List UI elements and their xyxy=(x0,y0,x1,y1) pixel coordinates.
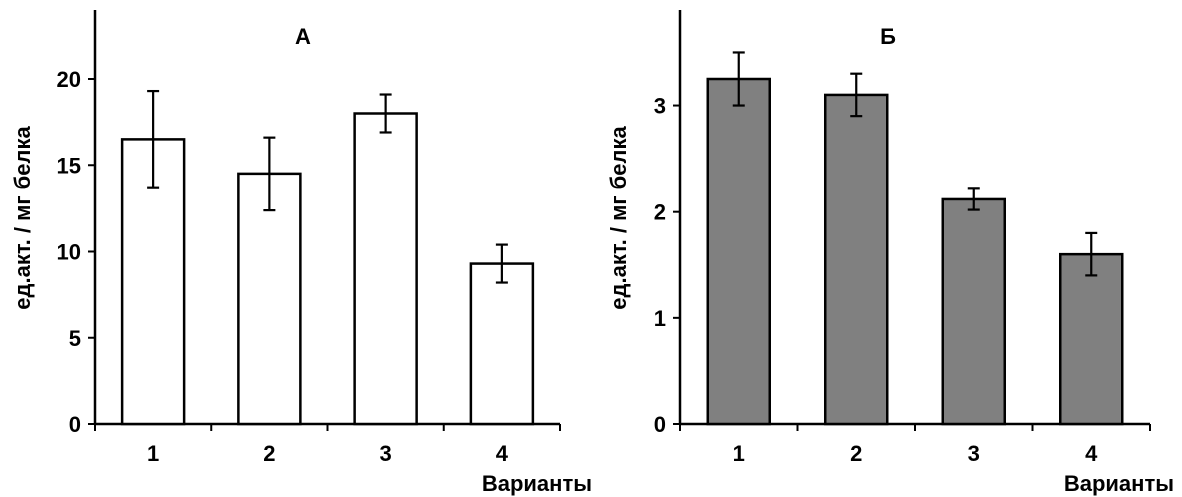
bar xyxy=(1059,252,1124,426)
x-tick-label: 2 xyxy=(263,441,275,466)
y-axis-label: ед.акт. / мг белка xyxy=(606,126,631,310)
x-tick-label: 1 xyxy=(733,441,745,466)
y-tick-label: 20 xyxy=(57,67,81,92)
x-tick-label: 4 xyxy=(496,441,509,466)
x-tick-label: 3 xyxy=(968,441,980,466)
x-tick-label: 4 xyxy=(1085,441,1098,466)
panel-label: А xyxy=(295,24,311,49)
x-tick-label: 2 xyxy=(850,441,862,466)
chart-panel-b: ед.акт. / мг белка Б Варианты 0 1 2 3 1 2 3 4 xyxy=(606,10,1174,496)
bar xyxy=(353,112,418,426)
x-tick-label: 3 xyxy=(380,441,392,466)
y-tick-label: 0 xyxy=(654,412,666,437)
y-tick-label: 15 xyxy=(57,153,81,178)
y-tick-label: 3 xyxy=(654,94,666,119)
panel-label: Б xyxy=(880,24,896,49)
y-tick-label: 2 xyxy=(654,200,666,225)
bar xyxy=(469,262,535,426)
x-tick-label: 1 xyxy=(147,441,159,466)
y-tick-label: 10 xyxy=(57,240,81,265)
bar xyxy=(824,93,889,426)
bar xyxy=(706,77,771,426)
x-axis-label: Варианты xyxy=(482,471,592,496)
bar xyxy=(941,197,1006,426)
x-axis-label: Варианты xyxy=(1064,471,1174,496)
y-tick-label: 0 xyxy=(69,412,81,437)
y-tick-label: 1 xyxy=(654,306,666,331)
y-axis-label: ед.акт. / мг белка xyxy=(10,126,35,310)
chart-panel-a: ед.акт. / мг белка А Варианты 0 5 10 15 20 1 2… xyxy=(10,10,592,496)
y-tick-label: 5 xyxy=(69,326,81,351)
bar xyxy=(237,172,302,426)
